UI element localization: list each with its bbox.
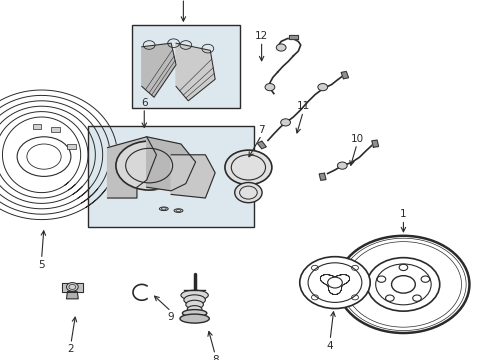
Polygon shape [146, 137, 195, 191]
Text: 8: 8 [211, 355, 218, 360]
Circle shape [280, 119, 290, 126]
Ellipse shape [185, 300, 203, 309]
Text: 6: 6 [141, 98, 147, 108]
Circle shape [234, 183, 262, 203]
Polygon shape [288, 35, 297, 39]
Text: 2: 2 [67, 344, 74, 354]
Text: 1: 1 [399, 209, 406, 219]
Bar [132, 25, 239, 108]
Text: 10: 10 [350, 134, 363, 144]
Circle shape [224, 150, 271, 185]
Polygon shape [341, 72, 348, 79]
Ellipse shape [183, 295, 205, 305]
Bar [67, 144, 76, 149]
Text: 4: 4 [326, 341, 333, 351]
Text: 12: 12 [254, 31, 268, 41]
Bar [88, 126, 254, 227]
Text: 9: 9 [167, 312, 174, 322]
Text: 7: 7 [258, 125, 264, 135]
Circle shape [116, 141, 182, 190]
Polygon shape [176, 43, 215, 101]
Polygon shape [257, 141, 265, 149]
Circle shape [317, 84, 327, 91]
Text: 11: 11 [296, 101, 309, 111]
Circle shape [337, 162, 346, 169]
Text: 5: 5 [38, 260, 45, 270]
Ellipse shape [182, 310, 206, 317]
Circle shape [66, 283, 78, 291]
Bar [51, 127, 60, 132]
Polygon shape [66, 292, 78, 299]
Polygon shape [61, 283, 83, 292]
Polygon shape [171, 155, 215, 198]
Polygon shape [319, 173, 325, 180]
Polygon shape [371, 140, 378, 147]
Polygon shape [107, 137, 156, 198]
Circle shape [276, 44, 285, 51]
Ellipse shape [187, 306, 202, 313]
Polygon shape [142, 43, 176, 97]
Ellipse shape [180, 314, 209, 323]
Circle shape [264, 84, 274, 91]
Circle shape [299, 257, 369, 309]
Ellipse shape [181, 290, 208, 300]
Bar [33, 124, 41, 129]
